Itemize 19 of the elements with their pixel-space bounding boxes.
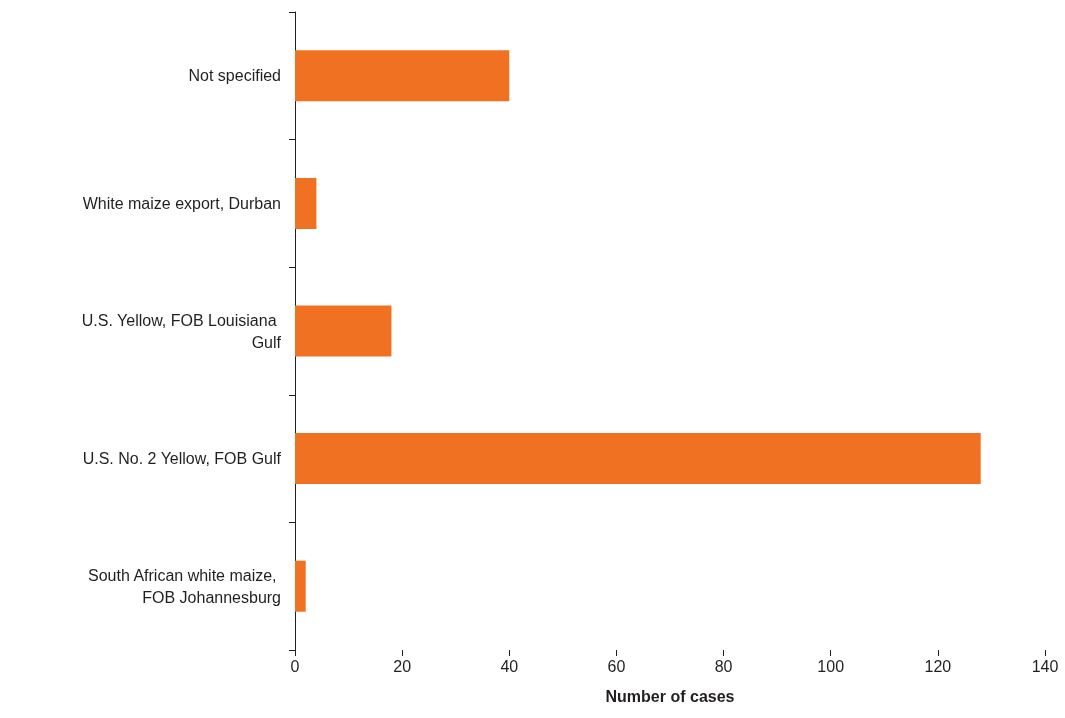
x-tick-label: 20	[393, 657, 412, 675]
y-tick-label: White maize export, Durban	[82, 194, 281, 212]
x-tick-label: 140	[1031, 657, 1059, 675]
bar	[295, 560, 306, 612]
x-tick-label: 60	[607, 657, 626, 675]
y-tick-label: South African white maize, FOB Johannesburg	[88, 566, 281, 606]
bar	[295, 50, 510, 102]
y-tick-label: Not specified	[188, 67, 281, 85]
bar	[295, 177, 317, 229]
x-tick-label: 100	[817, 657, 845, 675]
y-tick-label: U.S. No. 2 Yellow, FOB Gulf	[82, 450, 282, 468]
x-axis-title: Number of cases	[605, 687, 735, 705]
x-tick-label: 0	[290, 657, 300, 675]
x-tick-label: 40	[500, 657, 519, 675]
x-tick-label: 120	[924, 657, 952, 675]
bar	[295, 305, 392, 357]
y-tick-label: U.S. Yellow, FOB Louisiana Gulf	[81, 311, 282, 351]
bar	[295, 433, 981, 485]
x-tick-label: 80	[714, 657, 733, 675]
